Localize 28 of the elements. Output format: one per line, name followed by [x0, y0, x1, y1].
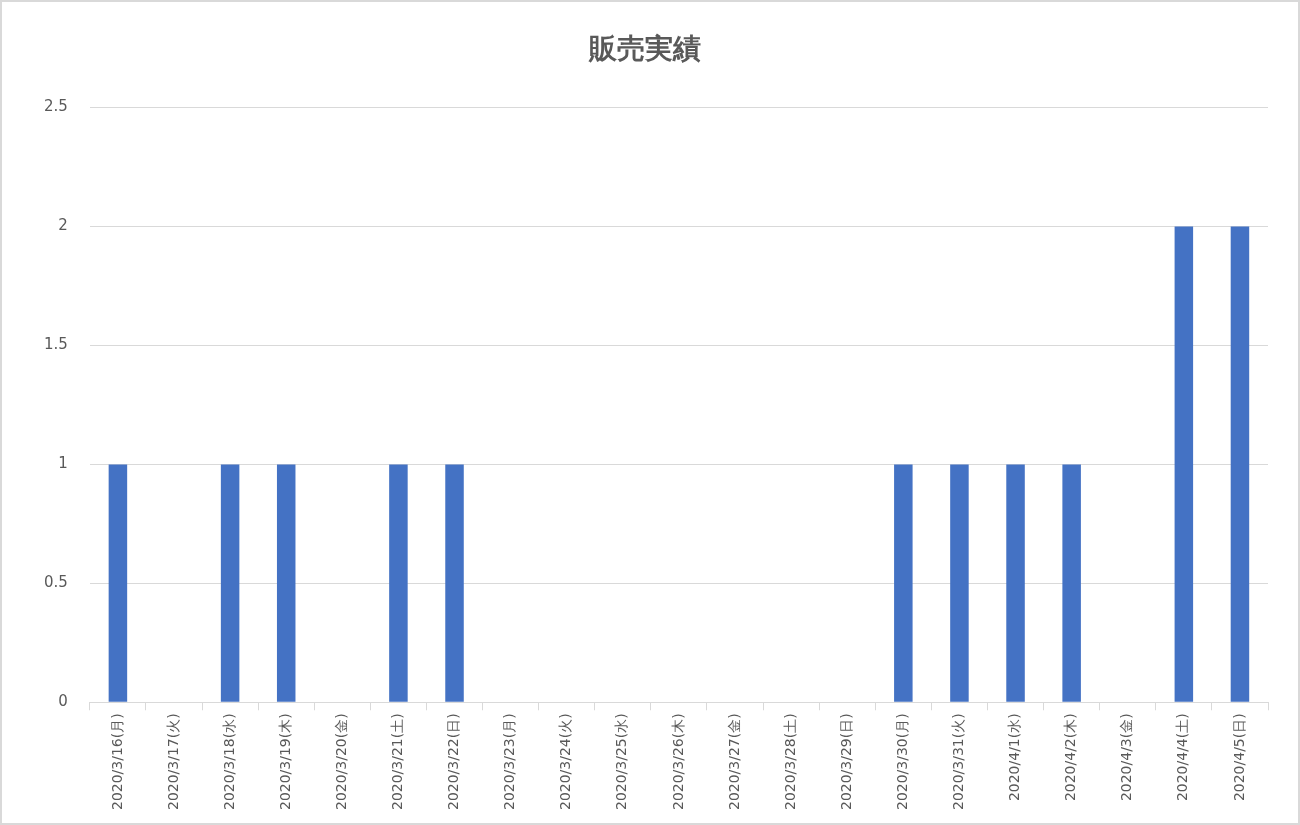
y-tick-label: 1 — [58, 454, 68, 473]
x-tick-label: 2020/3/18(水) — [220, 713, 237, 811]
x-tick-label: 2020/3/30(月) — [893, 713, 910, 811]
x-tick-label: 2020/3/20(金) — [332, 713, 349, 811]
x-tick-label: 2020/4/2(木) — [1062, 713, 1079, 802]
x-tick-label: 2020/3/22(日) — [445, 713, 462, 811]
x-tick-label: 2020/4/1(水) — [1006, 713, 1023, 802]
y-tick-label: 0.5 — [44, 573, 68, 592]
x-tick-label: 2020/4/5(日) — [1230, 713, 1247, 802]
y-tick-label: 1.5 — [44, 335, 68, 354]
x-tick-label: 2020/3/23(月) — [501, 713, 518, 811]
x-tick-label: 2020/3/29(日) — [837, 713, 854, 811]
y-tick-label: 0 — [58, 692, 68, 711]
x-tick-label: 2020/4/3(金) — [1118, 713, 1135, 802]
x-tick-label: 2020/3/31(火) — [950, 713, 967, 811]
x-tick-label: 2020/4/4(土) — [1174, 713, 1191, 802]
x-tick-label: 2020/3/25(水) — [613, 713, 630, 811]
x-tick-label: 2020/3/16(月) — [108, 713, 125, 811]
x-tick-label: 2020/3/21(土) — [389, 713, 406, 811]
y-tick-label: 2 — [58, 216, 68, 235]
x-tick-label: 2020/3/27(金) — [725, 713, 742, 811]
x-tick-label: 2020/3/17(火) — [164, 713, 181, 811]
x-tick-label: 2020/3/24(火) — [557, 713, 574, 811]
x-tick-label: 2020/3/19(木) — [276, 713, 293, 811]
chart-title: 販売実績 — [588, 32, 701, 66]
y-tick-label: 2.5 — [44, 97, 68, 116]
x-tick-label: 2020/3/26(木) — [669, 713, 686, 811]
x-tick-label: 2020/3/28(土) — [781, 713, 798, 811]
